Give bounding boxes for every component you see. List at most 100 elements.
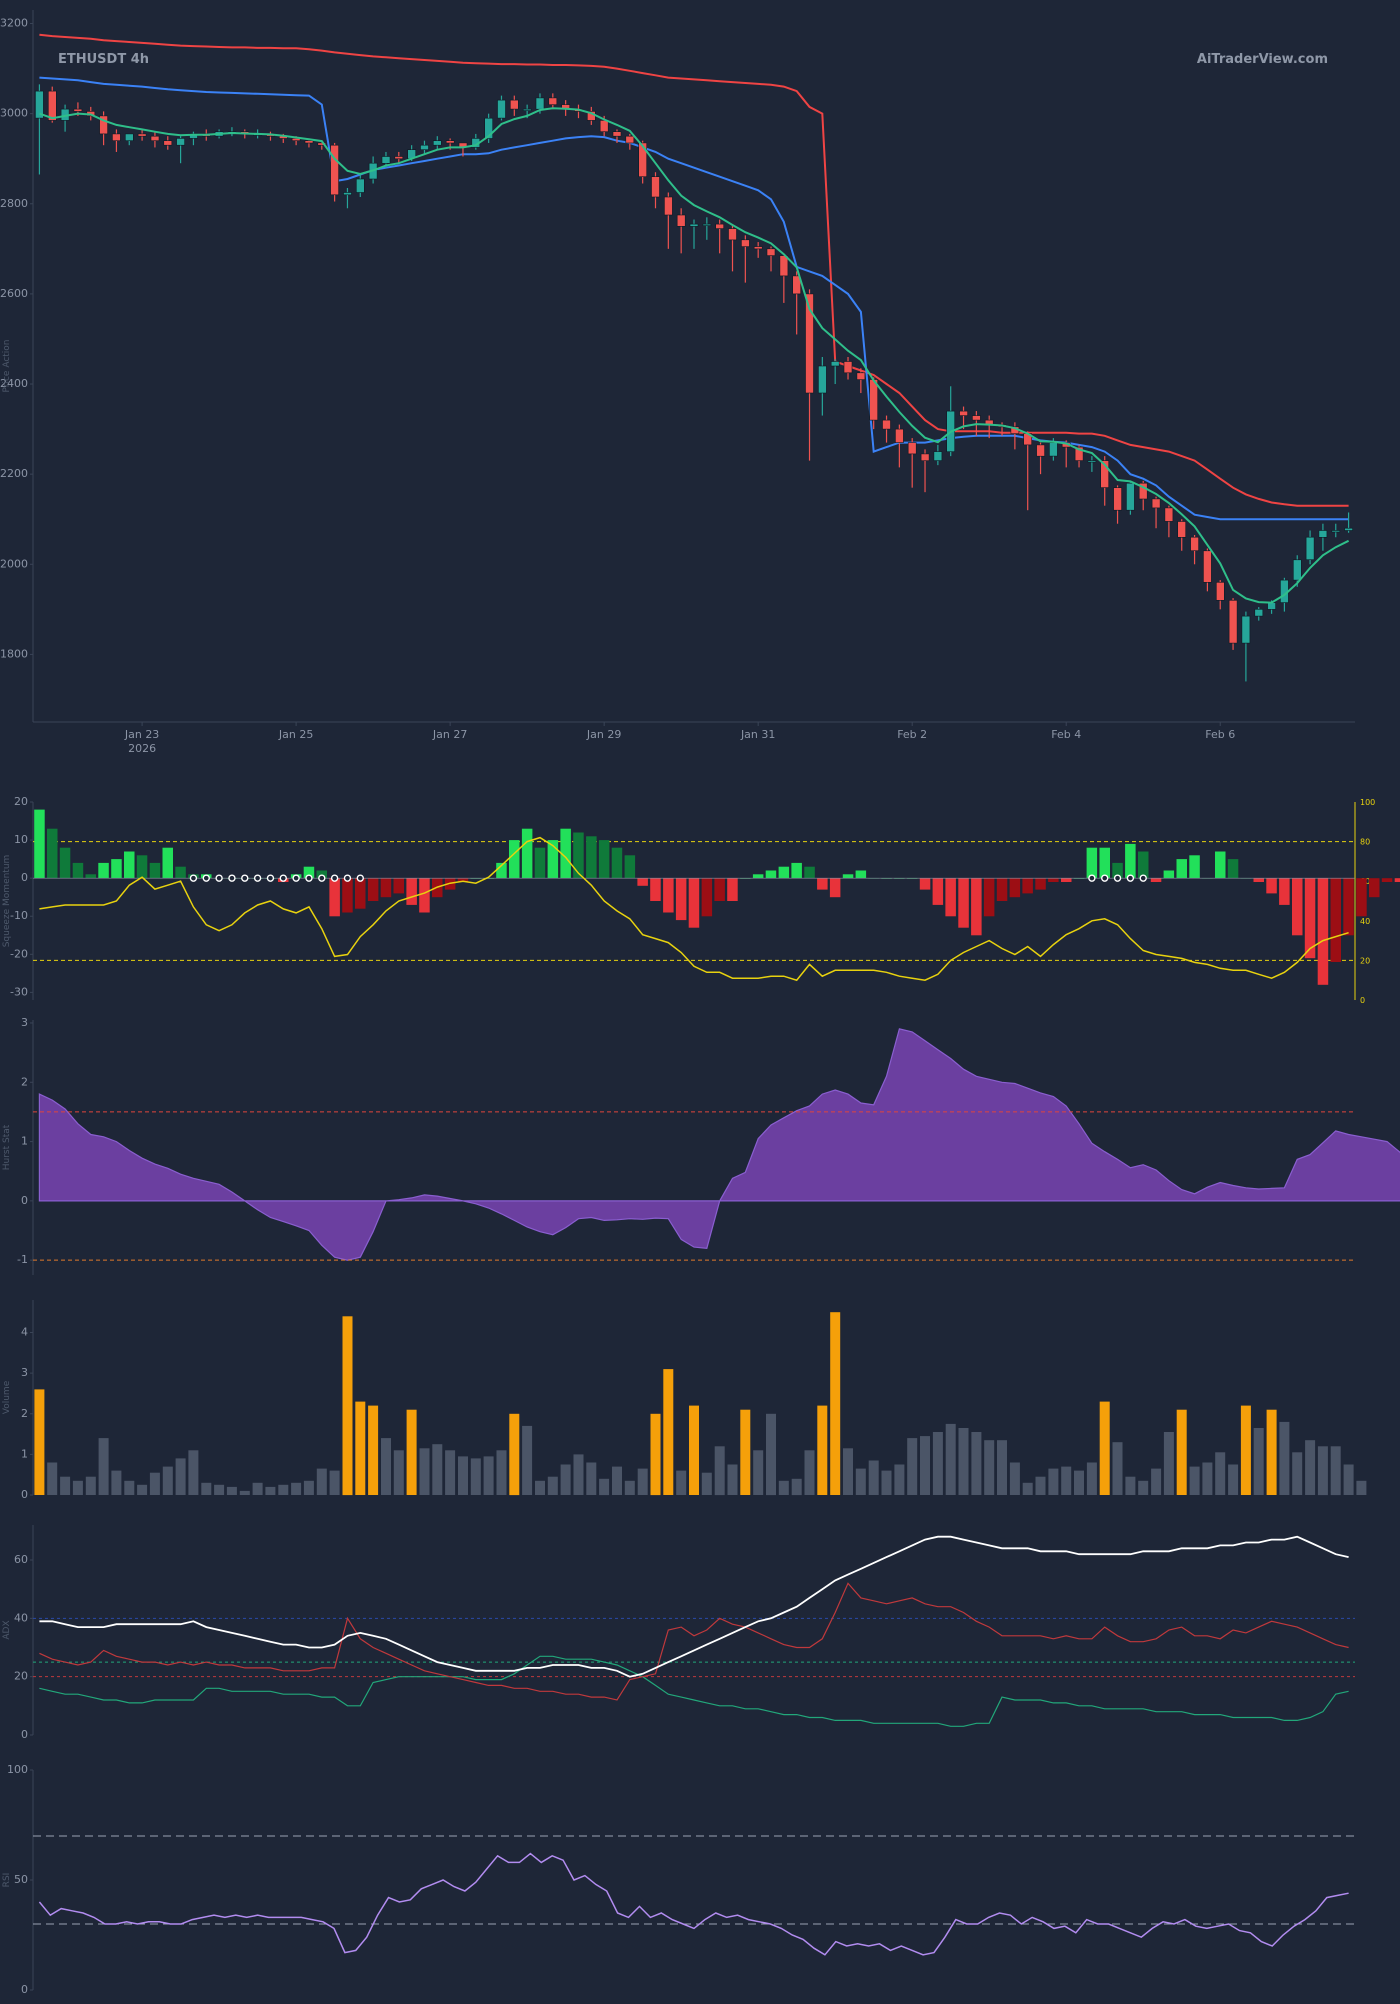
volume-bar xyxy=(676,1470,687,1495)
volume-panel: 0 1 2 3 4 Volume xyxy=(2,1300,1367,1501)
momentum-bar xyxy=(380,878,392,898)
x-tick-label: Jan 31 xyxy=(740,728,775,741)
momentum-bar xyxy=(932,878,944,905)
candle-body xyxy=(497,99,506,119)
candle-body xyxy=(753,246,763,250)
candle-body xyxy=(137,133,147,137)
candle-body xyxy=(728,228,737,241)
candle-body xyxy=(818,365,827,394)
momentum-bar xyxy=(586,836,597,879)
momentum-bar xyxy=(149,862,161,879)
volume-bar xyxy=(1330,1446,1341,1496)
volume-bar xyxy=(1292,1452,1303,1495)
x-tick-label: Feb 6 xyxy=(1205,728,1235,741)
momentum-bar xyxy=(611,847,623,879)
volume-bar xyxy=(72,1480,83,1495)
y-tick-label: 20 xyxy=(14,1670,28,1683)
candle-body xyxy=(702,223,712,226)
momentum-bar xyxy=(34,809,45,879)
squeeze-dot xyxy=(266,874,275,882)
candle-body xyxy=(304,140,314,144)
x-tick-label: Jan 27 xyxy=(432,728,467,741)
volume-bar xyxy=(278,1484,289,1495)
candle-body xyxy=(150,135,160,141)
momentum-bar xyxy=(1227,859,1239,879)
momentum-bar xyxy=(945,878,956,917)
volume-bar xyxy=(419,1448,430,1495)
y-tick-label: 10 xyxy=(14,833,28,846)
momentum-bar xyxy=(624,855,636,879)
squeeze-dot xyxy=(1101,874,1109,882)
momentum-bar xyxy=(778,866,790,879)
momentum-bar xyxy=(1048,878,1059,882)
volume-bar xyxy=(483,1456,494,1495)
momentum-bar xyxy=(1125,843,1136,879)
candle-body xyxy=(99,115,108,135)
volume-bar xyxy=(470,1458,481,1495)
rsi-panel: 0 50 100 RSI xyxy=(2,1763,1355,1996)
candle-body xyxy=(805,293,814,394)
volume-bar xyxy=(753,1450,764,1495)
momentum-bar xyxy=(162,847,173,879)
volume-bar xyxy=(714,1446,725,1496)
rsi-y-axis-label: RSI xyxy=(2,1873,12,1888)
x-tick-year-label: 2026 xyxy=(128,742,156,755)
momentum-bar xyxy=(1099,847,1110,879)
volume-bar xyxy=(1151,1468,1162,1495)
candle-body xyxy=(1164,507,1174,522)
momentum-bar xyxy=(521,828,533,879)
volume-bar xyxy=(1022,1482,1033,1495)
volume-bar xyxy=(316,1468,327,1495)
momentum-bar xyxy=(367,878,379,901)
volume-bar xyxy=(1253,1428,1264,1495)
candle-body xyxy=(1151,498,1161,509)
volume-bar xyxy=(958,1428,969,1495)
volume-bar xyxy=(689,1405,699,1495)
candle-body xyxy=(317,142,327,146)
squeeze-y-axis-label: Squeeze Momentum xyxy=(2,855,12,948)
momentum-bar xyxy=(1022,878,1033,894)
hurst-area xyxy=(38,1028,1400,1261)
y-tick-label: 100 xyxy=(7,1763,28,1776)
candle-body xyxy=(920,453,930,461)
volume-bar xyxy=(406,1409,417,1495)
candle-body xyxy=(1036,444,1045,457)
momentum-bar xyxy=(983,878,995,917)
momentum-bar xyxy=(701,878,713,917)
squeeze-dot xyxy=(292,874,300,882)
candle-body xyxy=(1087,460,1097,463)
momentum-bar xyxy=(419,878,430,913)
candle-body xyxy=(330,144,339,196)
volume-bar xyxy=(1061,1466,1072,1495)
y-tick-label: -20 xyxy=(10,947,28,960)
momentum-bar xyxy=(547,840,559,879)
momentum-bar xyxy=(573,832,584,879)
volume-bar xyxy=(98,1438,109,1495)
volume-bar xyxy=(239,1490,250,1495)
candle-body xyxy=(1228,599,1238,644)
candle-body xyxy=(1254,608,1264,617)
volume-bar xyxy=(1202,1462,1213,1495)
volume-bar xyxy=(201,1482,212,1495)
candle-body xyxy=(676,214,686,227)
y-tick-label: 20 xyxy=(14,795,28,808)
momentum-bar xyxy=(111,859,122,879)
momentum-bar xyxy=(1163,870,1175,879)
volume-bar xyxy=(1176,1409,1187,1495)
volume-bar xyxy=(137,1484,148,1495)
candle-body xyxy=(1126,482,1135,511)
y-tick-label: 3000 xyxy=(0,107,28,120)
momentum-bar xyxy=(393,878,404,894)
volume-bar xyxy=(971,1432,982,1495)
momentum-bar xyxy=(688,878,700,928)
volume-bar xyxy=(945,1423,956,1495)
candle-body xyxy=(689,223,699,227)
volume-bar xyxy=(1086,1462,1097,1495)
momentum-bar xyxy=(791,862,802,879)
candle-body xyxy=(856,372,866,380)
volume-bar xyxy=(881,1470,892,1495)
y-tick-label: 3200 xyxy=(0,17,28,30)
volume-bar xyxy=(445,1450,456,1495)
momentum-bar xyxy=(1266,878,1277,894)
